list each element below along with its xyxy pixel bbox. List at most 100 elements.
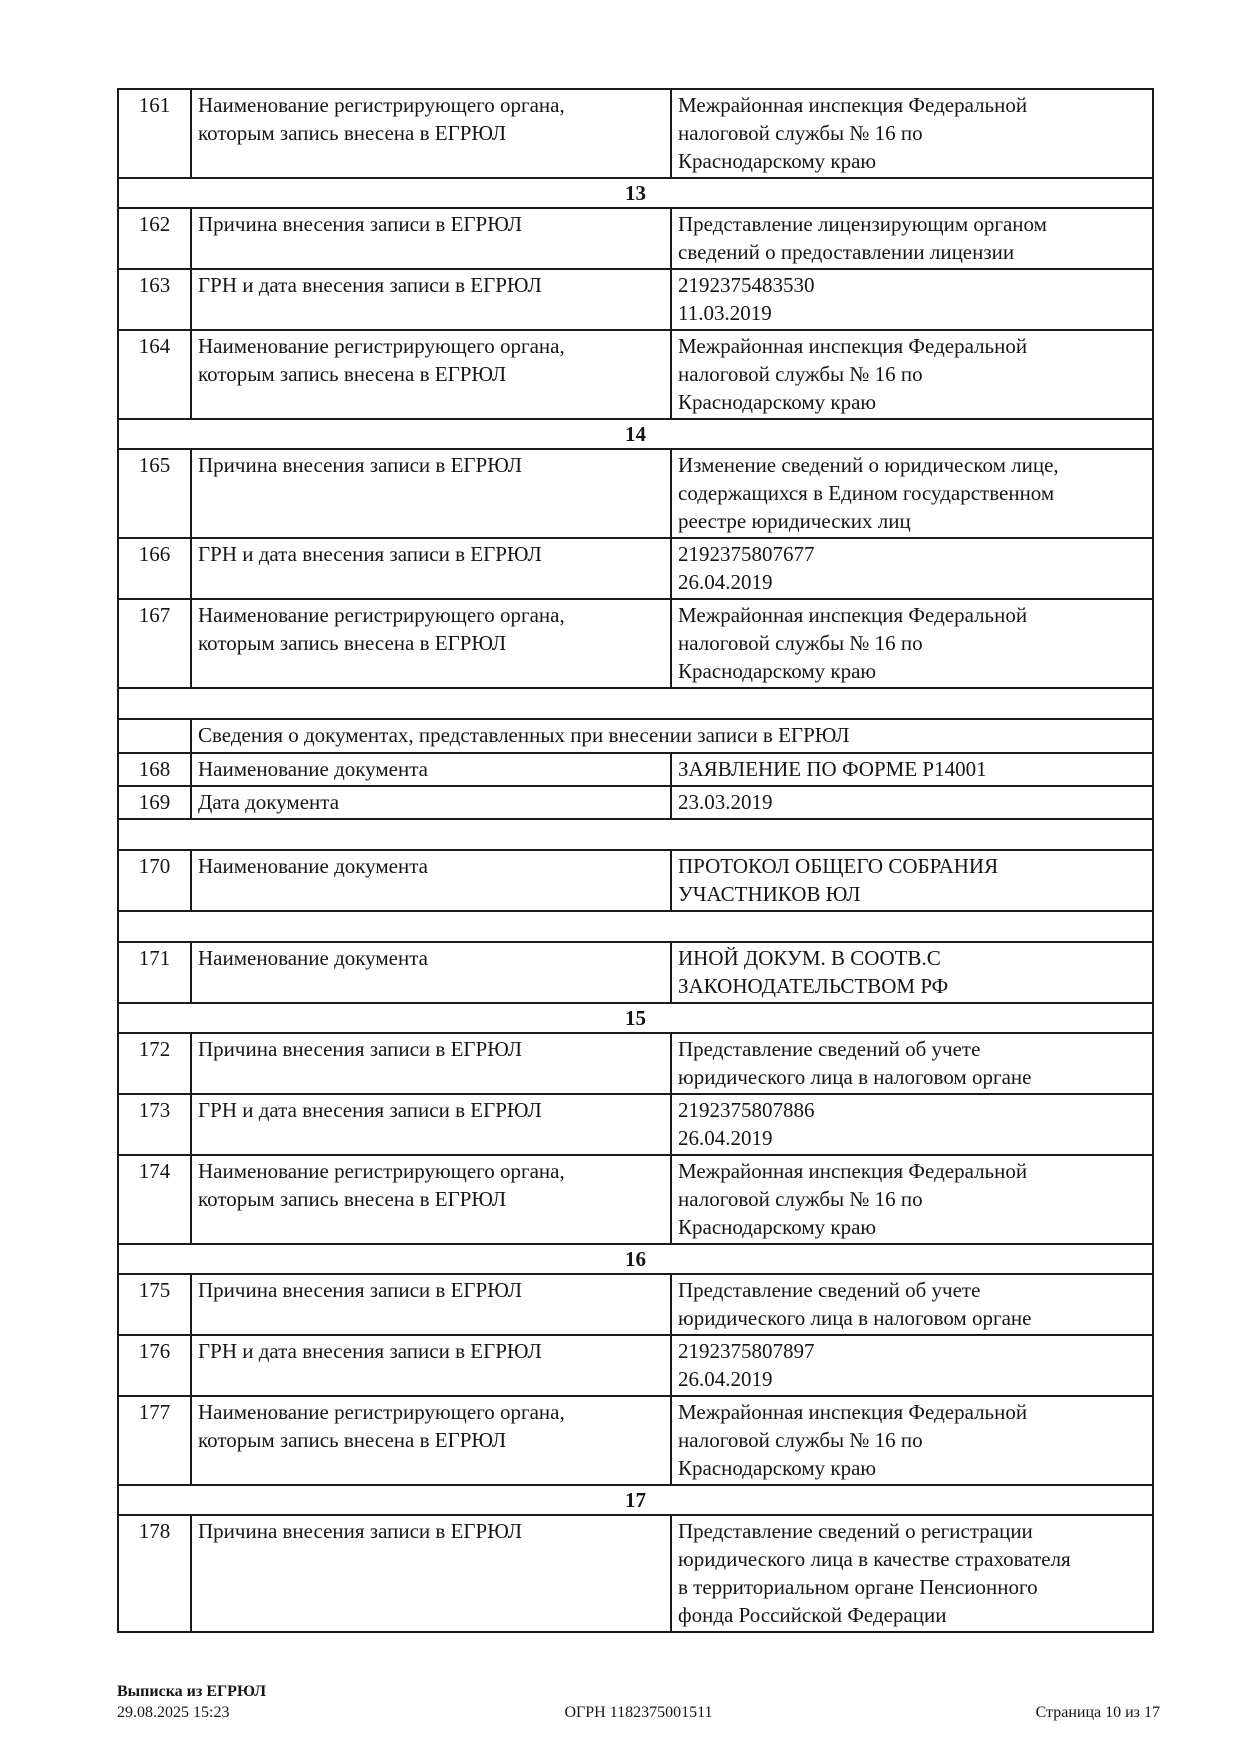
footer-datetime: 29.08.2025 15:23 (117, 1704, 230, 1721)
row-field-value: ИНОЙ ДОКУМ. В СООТВ.С ЗАКОНОДАТЕЛЬСТВОМ … (670, 941, 1154, 1004)
table-row-172: 172 Причина внесения записи в ЕГРЮЛ Предст… (117, 1032, 1154, 1095)
row-number: 165 (117, 448, 192, 539)
table-row-171: 171 Наименование документа ИНОЙ ДОКУМ. В С… (117, 941, 1154, 1004)
table-row-166: 166 ГРН и дата внесения записи в ЕГРЮЛ 219… (117, 537, 1154, 600)
row-field-label: Причина внесения записи в ЕГРЮЛ (190, 1273, 672, 1336)
row-field-label: ГРН и дата внесения записи в ЕГРЮЛ (190, 537, 672, 600)
table-row-176: 176 ГРН и дата внесения записи в ЕГРЮЛ 219… (117, 1334, 1154, 1397)
section-row-15: 15 (117, 1002, 1154, 1034)
row-field-label: ГРН и дата внесения записи в ЕГРЮЛ (190, 268, 672, 331)
row-field-value: Межрайонная инспекция Федеральной налого… (670, 88, 1154, 179)
egrul-table-body: 161 Наименование регистрирующего органа, … (117, 88, 1154, 1633)
row-number: 161 (117, 88, 192, 179)
row-number: 164 (117, 329, 192, 420)
table-row-170: 170 Наименование документа ПРОТОКОЛ ОБЩЕГО… (117, 849, 1154, 912)
section-number: 16 (117, 1243, 1154, 1275)
documents-subheader-row: Сведения о документах, представленных пр… (117, 718, 1154, 754)
section-row-16: 16 (117, 1243, 1154, 1275)
table-row-178: 178 Причина внесения записи в ЕГРЮЛ Предст… (117, 1514, 1154, 1633)
row-field-value: ПРОТОКОЛ ОБЩЕГО СОБРАНИЯ УЧАСТНИКОВ ЮЛ (670, 849, 1154, 912)
row-number: 163 (117, 268, 192, 331)
section-row-13: 13 (117, 177, 1154, 209)
row-number: 174 (117, 1154, 192, 1245)
section-row-17: 17 (117, 1484, 1154, 1516)
row-field-value: 2192375807886 26.04.2019 (670, 1093, 1154, 1156)
spacer-cell (117, 910, 1154, 943)
row-field-label: Причина внесения записи в ЕГРЮЛ (190, 1032, 672, 1095)
row-field-label: ГРН и дата внесения записи в ЕГРЮЛ (190, 1093, 672, 1156)
row-field-label: Наименование регистрирующего органа, кот… (190, 88, 672, 179)
table-row-167: 167 Наименование регистрирующего органа, … (117, 598, 1154, 689)
row-field-value: Изменение сведений о юридическом лице, с… (670, 448, 1154, 539)
table-row-173: 173 ГРН и дата внесения записи в ЕГРЮЛ 219… (117, 1093, 1154, 1156)
table-row-162: 162 Причина внесения записи в ЕГРЮЛ Предст… (117, 207, 1154, 270)
row-field-value: Представление лицензирующим органом свед… (670, 207, 1154, 270)
footer-page-number: Страница 10 из 17 (1035, 1704, 1160, 1721)
row-field-label: Наименование документа (190, 849, 672, 912)
row-field-label: Наименование регистрирующего органа, кот… (190, 1154, 672, 1245)
row-field-label: Наименование регистрирующего органа, кот… (190, 329, 672, 420)
section-number: 13 (117, 177, 1154, 209)
table-row-169: 169 Дата документа 23.03.2019 (117, 785, 1154, 820)
row-number: 171 (117, 941, 192, 1004)
spacer-cell (117, 818, 1154, 851)
row-field-value: Межрайонная инспекция Федеральной налого… (670, 329, 1154, 420)
row-field-label: Наименование регистрирующего органа, кот… (190, 1395, 672, 1486)
table-row-165: 165 Причина внесения записи в ЕГРЮЛ Измене… (117, 448, 1154, 539)
row-field-value: Представление сведений о регистрации юри… (670, 1514, 1154, 1633)
table-row-177: 177 Наименование регистрирующего органа, … (117, 1395, 1154, 1486)
row-field-value: Межрайонная инспекция Федеральной налого… (670, 598, 1154, 689)
section-number: 14 (117, 418, 1154, 450)
row-number-empty (117, 718, 192, 754)
page-footer: Выписка из ЕГРЮЛ 29.08.2025 15:23 ОГРН 1… (117, 1681, 1160, 1723)
row-field-value: Представление сведений об учете юридичес… (670, 1273, 1154, 1336)
row-number: 162 (117, 207, 192, 270)
egrul-records-table-wrap: 161 Наименование регистрирующего органа, … (117, 88, 1154, 1633)
row-number: 175 (117, 1273, 192, 1336)
row-number: 173 (117, 1093, 192, 1156)
row-number: 176 (117, 1334, 192, 1397)
row-field-label: ГРН и дата внесения записи в ЕГРЮЛ (190, 1334, 672, 1397)
spacer-row-9 (117, 687, 1154, 720)
row-number: 166 (117, 537, 192, 600)
row-field-value: ЗАЯВЛЕНИЕ ПО ФОРМЕ Р14001 (670, 752, 1154, 787)
row-field-value: Межрайонная инспекция Федеральной налого… (670, 1154, 1154, 1245)
row-number: 178 (117, 1514, 192, 1633)
table-row-161: 161 Наименование регистрирующего органа, … (117, 88, 1154, 179)
table-row-175: 175 Причина внесения записи в ЕГРЮЛ Предст… (117, 1273, 1154, 1336)
row-field-label: Дата документа (190, 785, 672, 820)
row-number: 168 (117, 752, 192, 787)
row-number: 169 (117, 785, 192, 820)
footer-doc-title: Выписка из ЕГРЮЛ (117, 1683, 267, 1700)
row-field-value: 23.03.2019 (670, 785, 1154, 820)
row-number: 170 (117, 849, 192, 912)
egrul-records-table: 161 Наименование регистрирующего органа, … (117, 88, 1154, 1633)
row-field-label: Причина внесения записи в ЕГРЮЛ (190, 207, 672, 270)
table-row-163: 163 ГРН и дата внесения записи в ЕГРЮЛ 219… (117, 268, 1154, 331)
spacer-cell (117, 687, 1154, 720)
row-field-label: Наименование регистрирующего органа, кот… (190, 598, 672, 689)
spacer-row-13 (117, 818, 1154, 851)
footer-ogrn: ОГРН 1182375001511 (564, 1704, 713, 1721)
row-field-label: Причина внесения записи в ЕГРЮЛ (190, 1514, 672, 1633)
row-number: 167 (117, 598, 192, 689)
row-field-value: 2192375807677 26.04.2019 (670, 537, 1154, 600)
section-number: 17 (117, 1484, 1154, 1516)
section-row-14: 14 (117, 418, 1154, 450)
row-field-label: Наименование документа (190, 941, 672, 1004)
row-field-label: Причина внесения записи в ЕГРЮЛ (190, 448, 672, 539)
table-row-164: 164 Наименование регистрирующего органа, … (117, 329, 1154, 420)
table-row-174: 174 Наименование регистрирующего органа, … (117, 1154, 1154, 1245)
section-number: 15 (117, 1002, 1154, 1034)
table-row-168: 168 Наименование документа ЗАЯВЛЕНИЕ ПО ФО… (117, 752, 1154, 787)
row-number: 172 (117, 1032, 192, 1095)
row-number: 177 (117, 1395, 192, 1486)
subheader-text: Сведения о документах, представленных пр… (190, 718, 1154, 754)
row-field-value: Представление сведений об учете юридичес… (670, 1032, 1154, 1095)
row-field-value: 2192375483530 11.03.2019 (670, 268, 1154, 331)
row-field-label: Наименование документа (190, 752, 672, 787)
row-field-value: Межрайонная инспекция Федеральной налого… (670, 1395, 1154, 1486)
spacer-row-15 (117, 910, 1154, 943)
row-field-value: 2192375807897 26.04.2019 (670, 1334, 1154, 1397)
